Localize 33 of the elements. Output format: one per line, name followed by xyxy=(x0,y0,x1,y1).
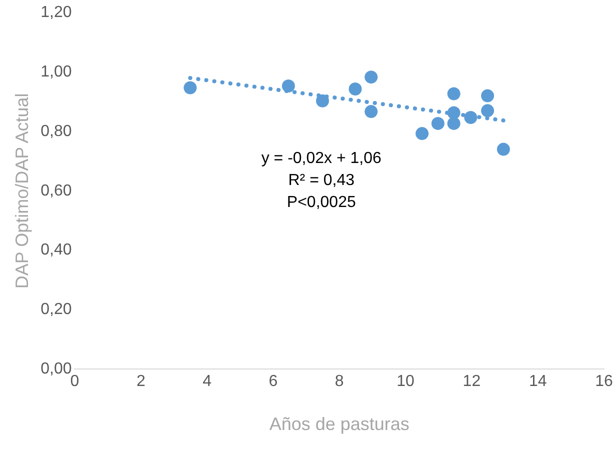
x-tick-label: 12 xyxy=(462,373,481,390)
point xyxy=(364,105,378,118)
point xyxy=(184,81,197,94)
point xyxy=(416,127,429,140)
point xyxy=(348,82,362,96)
annotation: P<0,0025 xyxy=(286,194,356,212)
x-tick-label: 16 xyxy=(595,373,613,390)
y-tick-label: 1,00 xyxy=(40,63,72,80)
y-tick-label: 0,80 xyxy=(40,122,72,140)
y-tick-label: 0,60 xyxy=(40,182,72,200)
x-tick-label: 0 xyxy=(70,373,80,390)
y-tick-label: 0,20 xyxy=(40,301,72,318)
annotation: y = -0,02x + 1,06 xyxy=(261,150,382,168)
x-tick-label: 10 xyxy=(396,373,415,390)
point xyxy=(481,104,494,118)
x-tick-label: 8 xyxy=(334,373,344,390)
point xyxy=(447,87,460,100)
point xyxy=(447,116,460,130)
x-tick-label: 6 xyxy=(268,373,278,390)
point xyxy=(282,80,295,92)
x-tick-label: 14 xyxy=(528,373,547,390)
y-axis-title: DAP Optimo/DAP Actual xyxy=(12,93,32,289)
y-tick-label: 0,00 xyxy=(40,360,72,378)
point xyxy=(431,116,444,130)
y-tick-label: 1,20 xyxy=(40,4,72,22)
point xyxy=(364,70,378,84)
y-tick-label: 0,40 xyxy=(40,242,72,259)
x-tick-label: 2 xyxy=(136,373,146,390)
point xyxy=(496,142,510,156)
annotation: R² = 0,43 xyxy=(288,172,355,190)
x-axis-title: Años de pasturas xyxy=(269,414,410,434)
x-tick-label: 4 xyxy=(202,373,212,390)
point xyxy=(481,89,494,102)
